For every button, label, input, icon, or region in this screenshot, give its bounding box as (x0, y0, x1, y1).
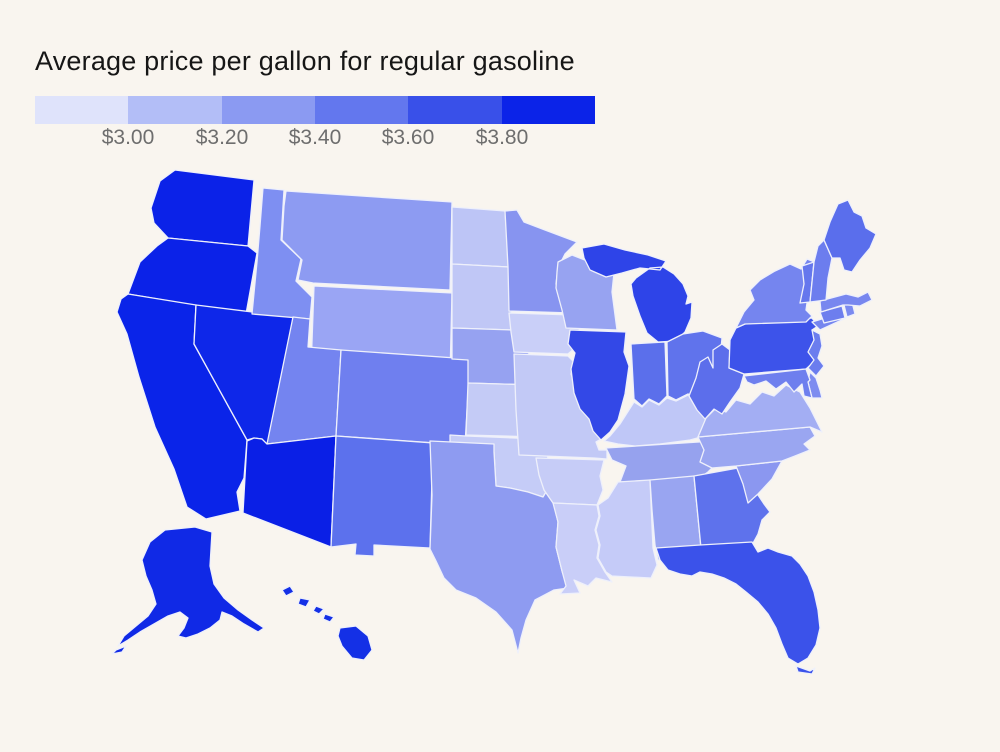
state-new-hampshire[interactable] (809, 239, 833, 303)
legend-tick-3.40: $3.40 (288, 126, 342, 149)
state-washington[interactable] (150, 169, 255, 247)
state-maryland[interactable] (743, 368, 813, 399)
legend-color-bar (35, 96, 595, 124)
state-alaska[interactable] (111, 526, 265, 655)
state-louisiana[interactable] (552, 502, 613, 595)
legend-tick-3.80: $3.80 (475, 126, 529, 149)
state-new-mexico[interactable] (330, 435, 434, 557)
state-illinois[interactable] (567, 329, 630, 441)
legend-tick-3.60: $3.60 (381, 126, 435, 149)
legend-tick-labels: $3.00 $3.20 $3.40 $3.60 $3.80 (35, 126, 595, 150)
state-south-dakota[interactable] (451, 263, 513, 331)
state-montana[interactable] (281, 190, 453, 291)
color-legend: $3.00 $3.20 $3.40 $3.60 $3.80 (35, 96, 595, 150)
legend-swatch-3 (221, 96, 315, 124)
state-michigan[interactable] (581, 243, 693, 343)
state-massachusetts[interactable] (819, 291, 873, 313)
legend-swatch-6 (501, 96, 595, 124)
legend-swatch-1 (35, 96, 129, 124)
state-mississippi[interactable] (595, 479, 658, 579)
state-north-dakota[interactable] (451, 206, 510, 268)
state-arizona[interactable] (242, 435, 337, 548)
state-texas[interactable] (429, 440, 569, 654)
legend-swatch-4 (314, 96, 409, 124)
state-florida[interactable] (655, 541, 821, 675)
legend-tick-3.20: $3.20 (195, 126, 249, 149)
state-pennsylvania[interactable] (728, 317, 819, 375)
state-idaho[interactable] (251, 187, 313, 320)
state-hawaii[interactable] (281, 585, 373, 661)
state-north-carolina[interactable] (697, 426, 816, 469)
state-new-jersey[interactable] (807, 329, 825, 377)
state-maine[interactable] (823, 199, 877, 273)
page-title: Average price per gallon for regular gas… (35, 46, 575, 77)
legend-tick-3.00: $3.00 (101, 126, 155, 149)
legend-swatch-5 (408, 96, 502, 124)
state-colorado[interactable] (335, 349, 471, 446)
legend-swatch-2 (128, 96, 222, 124)
state-indiana[interactable] (630, 341, 668, 407)
